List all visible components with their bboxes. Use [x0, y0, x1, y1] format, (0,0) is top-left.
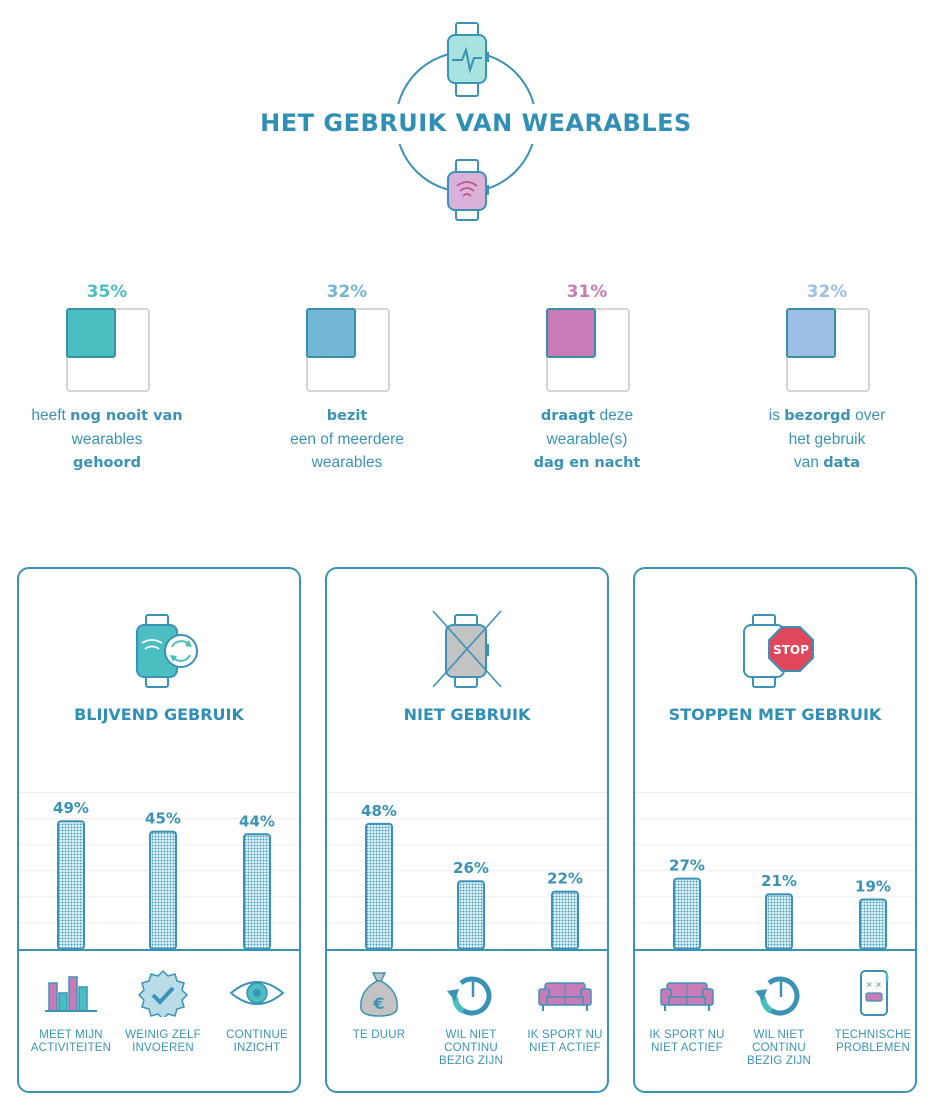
- stat-percentage: 31%: [566, 282, 608, 302]
- clock-arrow-icon: [755, 976, 800, 1016]
- category-item: € TE DUUR: [333, 959, 425, 1079]
- panel-niet-gebruik: NIET GEBRUIK 48% 26% 22% € TE DUUR WIL NIET …: [325, 567, 609, 1093]
- category-label: TECHNISCHE PROBLEMEN: [834, 1029, 912, 1054]
- bar: [765, 893, 793, 950]
- page-title: HET GEBRUIK VAN WEARABLES: [260, 109, 692, 137]
- title-backdrop: [262, 104, 692, 144]
- bar-data-label: 48%: [361, 802, 397, 820]
- stat-square-icon: [546, 308, 630, 392]
- clock-arrow-icon: [447, 976, 492, 1016]
- stat-percentage: 35%: [86, 282, 128, 302]
- stop-sign-text: STOP: [773, 643, 809, 657]
- panel-title: NIET GEBRUIK: [403, 705, 531, 724]
- smartwatch-crossed-icon: [432, 610, 502, 688]
- money-bag-icon: €: [360, 972, 398, 1017]
- bar: [57, 820, 85, 950]
- category-item: CONTINUE INZICHT: [211, 959, 299, 1079]
- bar-data-label: 26%: [453, 859, 489, 877]
- panel-title: BLIJVEND GEBRUIK: [74, 705, 244, 724]
- stat-description: bezit een of meerdere wearables: [290, 408, 404, 471]
- stat-card: 31% draagt deze wearable(s) dag en nacht: [477, 282, 697, 475]
- bar: [149, 830, 177, 950]
- hero-graphic: [395, 22, 537, 221]
- bar: [859, 898, 887, 951]
- bar-data-label: 22%: [547, 870, 583, 888]
- category-item: WIL NIET CONTINU BEZIG ZIJN: [733, 959, 825, 1079]
- category-label: WIL NIET CONTINU BEZIG ZIJN: [747, 1029, 811, 1067]
- panel-blijvend-gebruik: BLIJVEND GEBRUIK 49% 45% 44% MEET MIJN ACT…: [17, 567, 301, 1093]
- category-label: WIL NIET CONTINU BEZIG ZIJN: [439, 1029, 503, 1067]
- stat-square-icon: [786, 308, 870, 392]
- panel-stoppen-met-gebruik: STOP STOPPEN MET GEBRUIK 27% 21% 19% IK SP…: [633, 567, 917, 1093]
- stat-square-icon: [306, 308, 390, 392]
- svg-text:× ×: × ×: [866, 980, 882, 989]
- category-item: × × TECHNISCHE PROBLEMEN: [827, 959, 915, 1079]
- smartwatch-wifi-icon: [447, 159, 489, 221]
- stat-percentage: 32%: [806, 282, 848, 302]
- category-label: TE DUUR: [352, 1029, 406, 1041]
- category-item: IK SPORT NU NIET ACTIEF: [641, 959, 733, 1079]
- bar: [243, 833, 271, 950]
- bar-data-label: 45%: [145, 810, 181, 828]
- broken-phone-icon: × ×: [860, 970, 889, 1016]
- bar: [457, 880, 485, 950]
- category-item: WEINIG ZELF INVOEREN: [117, 959, 209, 1079]
- smartwatch-heartbeat-icon: [447, 22, 489, 97]
- stat-percentage: 32%: [326, 282, 368, 302]
- panel-title: STOPPEN MET GEBRUIK: [668, 705, 882, 724]
- smartwatch-stop-icon: STOP: [743, 614, 814, 688]
- bar-chart: 49% 45% 44%: [19, 792, 299, 951]
- category-item: WIL NIET CONTINU BEZIG ZIJN: [425, 959, 517, 1079]
- bar-data-label: 27%: [669, 857, 705, 875]
- category-label: MEET MIJN ACTIVITEITEN: [30, 1029, 112, 1054]
- smartwatch-sync-icon: [136, 614, 198, 688]
- bar-chart-icon: [45, 976, 97, 1012]
- bar: [365, 822, 393, 951]
- stat-card: 35% heeft nog nooit van wearables gehoord: [0, 282, 217, 475]
- category-item: MEET MIJN ACTIVITEITEN: [25, 959, 117, 1079]
- sofa-icon: [538, 982, 592, 1011]
- sofa-icon: [660, 982, 714, 1011]
- category-label: CONTINUE INZICHT: [226, 1029, 288, 1054]
- stat-card: 32% is bezorgd over het gebruik van data: [717, 282, 937, 475]
- bar: [551, 890, 579, 951]
- category-item: IK SPORT NU NIET ACTIEF: [519, 959, 607, 1079]
- bar-data-label: 44%: [239, 812, 275, 830]
- bar-chart: 27% 21% 19%: [635, 792, 915, 951]
- bar-data-label: 19%: [855, 877, 891, 895]
- stat-card: 32% bezit een of meerdere wearables: [237, 282, 457, 474]
- checkmark-badge-icon: [137, 969, 189, 1017]
- category-label: IK SPORT NU NIET ACTIEF: [527, 1029, 603, 1054]
- stat-description: is bezorgd over het gebruik van data: [768, 407, 886, 471]
- bar-chart: 48% 26% 22%: [327, 792, 607, 951]
- bar: [673, 877, 701, 950]
- stat-description: heeft nog nooit van wearables gehoord: [31, 407, 183, 471]
- bar-data-label: 49%: [53, 799, 89, 817]
- bar-data-label: 21%: [761, 872, 797, 890]
- category-label: WEINIG ZELF INVOEREN: [125, 1029, 201, 1054]
- stat-square-icon: [66, 308, 150, 392]
- stat-description: draagt deze wearable(s) dag en nacht: [533, 407, 641, 471]
- category-label: IK SPORT NU NIET ACTIEF: [649, 1029, 725, 1054]
- svg-text:€: €: [372, 994, 384, 1013]
- eye-icon: [229, 981, 285, 1005]
